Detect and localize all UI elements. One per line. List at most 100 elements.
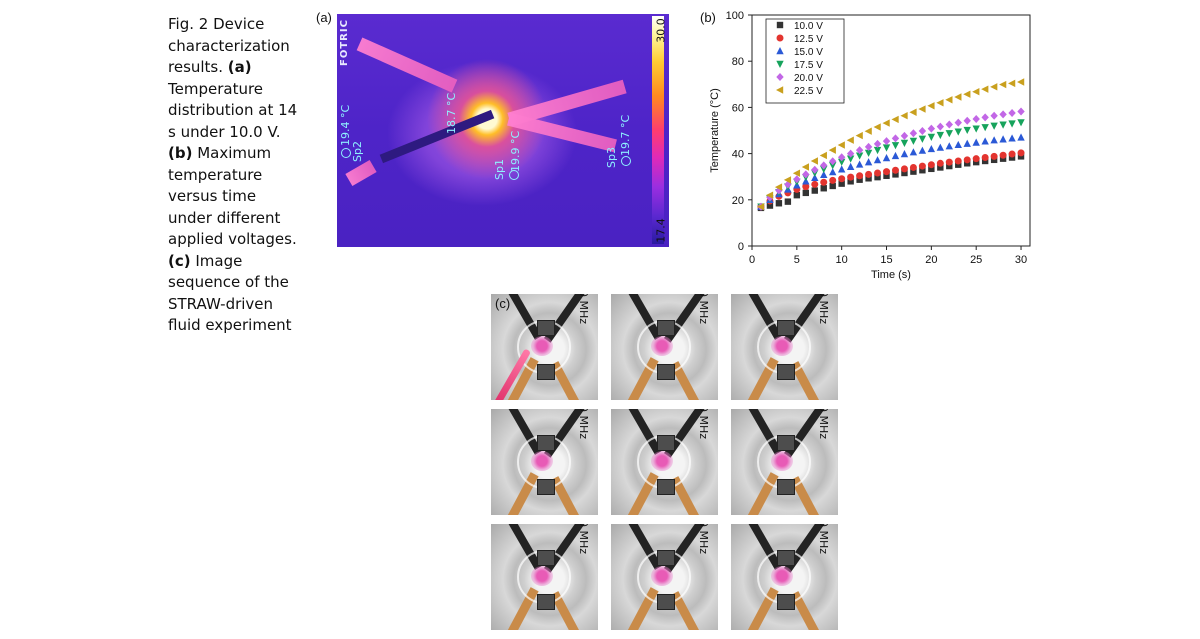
data-point xyxy=(927,102,935,110)
data-point xyxy=(900,112,908,120)
experiment-photo: 20 MHz xyxy=(611,294,718,400)
x-tick-label: 25 xyxy=(970,254,982,266)
data-point xyxy=(936,159,944,167)
data-point xyxy=(864,142,873,151)
experiment-photo: 20 MHz xyxy=(731,409,838,515)
frequency-label: 20 MHz xyxy=(697,409,710,439)
data-point xyxy=(855,160,864,168)
data-point xyxy=(963,116,971,125)
data-point xyxy=(865,175,872,182)
legend-label: 20.0 V xyxy=(794,73,823,84)
data-point xyxy=(901,169,908,177)
data-point xyxy=(990,111,998,120)
x-axis-label: Time (s) xyxy=(871,269,911,281)
data-point xyxy=(783,176,792,184)
data-point xyxy=(811,187,818,194)
panel-label-b: (b) xyxy=(700,10,716,25)
thermal-image: FOTRIC 18.7 °C 19.4 °C Sp2 19.9 °C Sp1 1… xyxy=(337,14,669,247)
data-point xyxy=(918,162,926,170)
y-tick-label: 100 xyxy=(726,10,744,22)
data-point xyxy=(883,172,890,179)
data-point xyxy=(946,162,953,170)
data-point xyxy=(981,124,989,132)
data-point xyxy=(765,191,774,199)
y-tick-label: 40 xyxy=(732,149,744,161)
data-point xyxy=(999,80,1007,89)
frequency-label: 20 MHz xyxy=(817,294,830,324)
experiment-photo: 20 MHz xyxy=(731,294,838,400)
data-point xyxy=(837,158,846,166)
data-point xyxy=(855,131,863,140)
data-point xyxy=(1017,133,1025,141)
x-tick-label: 15 xyxy=(880,254,892,266)
transducer-block xyxy=(657,364,675,380)
transducer-block xyxy=(777,364,795,380)
data-point xyxy=(999,121,1007,129)
data-point xyxy=(883,168,891,176)
transducer-block xyxy=(537,320,555,336)
transducer-block xyxy=(537,435,555,451)
probe-upper-left xyxy=(356,37,458,93)
data-point xyxy=(910,168,917,175)
legend-marker xyxy=(776,21,784,29)
data-point xyxy=(963,156,971,164)
data-point xyxy=(838,180,845,187)
fluid-droplet xyxy=(771,336,793,356)
data-point xyxy=(1008,134,1016,142)
data-point xyxy=(774,183,783,191)
data-point xyxy=(954,93,962,101)
frequency-label: 20 MHz xyxy=(577,294,590,324)
frequency-label: 20 MHz xyxy=(817,524,830,554)
data-point xyxy=(909,137,918,145)
frequency-label: 20 MHz xyxy=(697,294,710,324)
data-point xyxy=(936,99,944,107)
data-point xyxy=(766,193,774,202)
panel-label-a: (a) xyxy=(316,10,332,25)
center-temp-label: 18.7 °C xyxy=(445,92,458,134)
scale-min-label: 17.4 xyxy=(654,218,668,243)
data-point xyxy=(838,175,846,183)
data-point xyxy=(820,185,827,192)
data-point xyxy=(1008,79,1016,88)
fluid-droplet xyxy=(651,336,673,356)
experiment-photo: 20 MHz xyxy=(491,524,598,630)
data-point xyxy=(820,161,828,170)
thermal-color-scale xyxy=(652,16,664,244)
data-point xyxy=(891,142,900,150)
data-point xyxy=(864,158,873,166)
transducer-block xyxy=(657,435,675,451)
experiment-photo: 20 MHz xyxy=(731,524,838,630)
data-point xyxy=(945,130,953,138)
frequency-label: 20 MHz xyxy=(577,409,590,439)
data-point xyxy=(1017,149,1025,157)
data-point xyxy=(963,139,971,147)
data-point xyxy=(837,165,846,173)
data-point xyxy=(972,138,980,146)
fluid-droplet xyxy=(531,451,553,471)
data-point xyxy=(909,148,918,156)
data-point xyxy=(918,126,927,135)
data-point xyxy=(873,139,882,148)
experiment-photo: 20 MHz xyxy=(611,409,718,515)
thermal-brand: FOTRIC xyxy=(339,19,350,66)
caption-a-text: Temperature distribution at 14 s under 1… xyxy=(168,79,298,141)
data-point xyxy=(829,182,836,190)
data-point xyxy=(927,144,936,153)
transducer-block xyxy=(537,550,555,566)
data-point xyxy=(945,96,953,104)
data-point xyxy=(856,172,864,180)
data-point xyxy=(936,122,945,131)
data-point xyxy=(963,90,971,98)
data-point xyxy=(927,161,935,169)
data-point xyxy=(891,115,899,124)
data-point xyxy=(864,127,872,135)
data-point xyxy=(820,178,828,186)
data-point xyxy=(766,202,774,209)
caption-c-tag: (c) xyxy=(168,251,191,270)
transducer-block xyxy=(777,479,795,495)
data-point xyxy=(882,153,891,162)
x-tick-label: 20 xyxy=(925,254,937,266)
x-tick-label: 30 xyxy=(1015,254,1027,266)
data-point xyxy=(882,137,891,146)
data-point xyxy=(918,105,926,113)
